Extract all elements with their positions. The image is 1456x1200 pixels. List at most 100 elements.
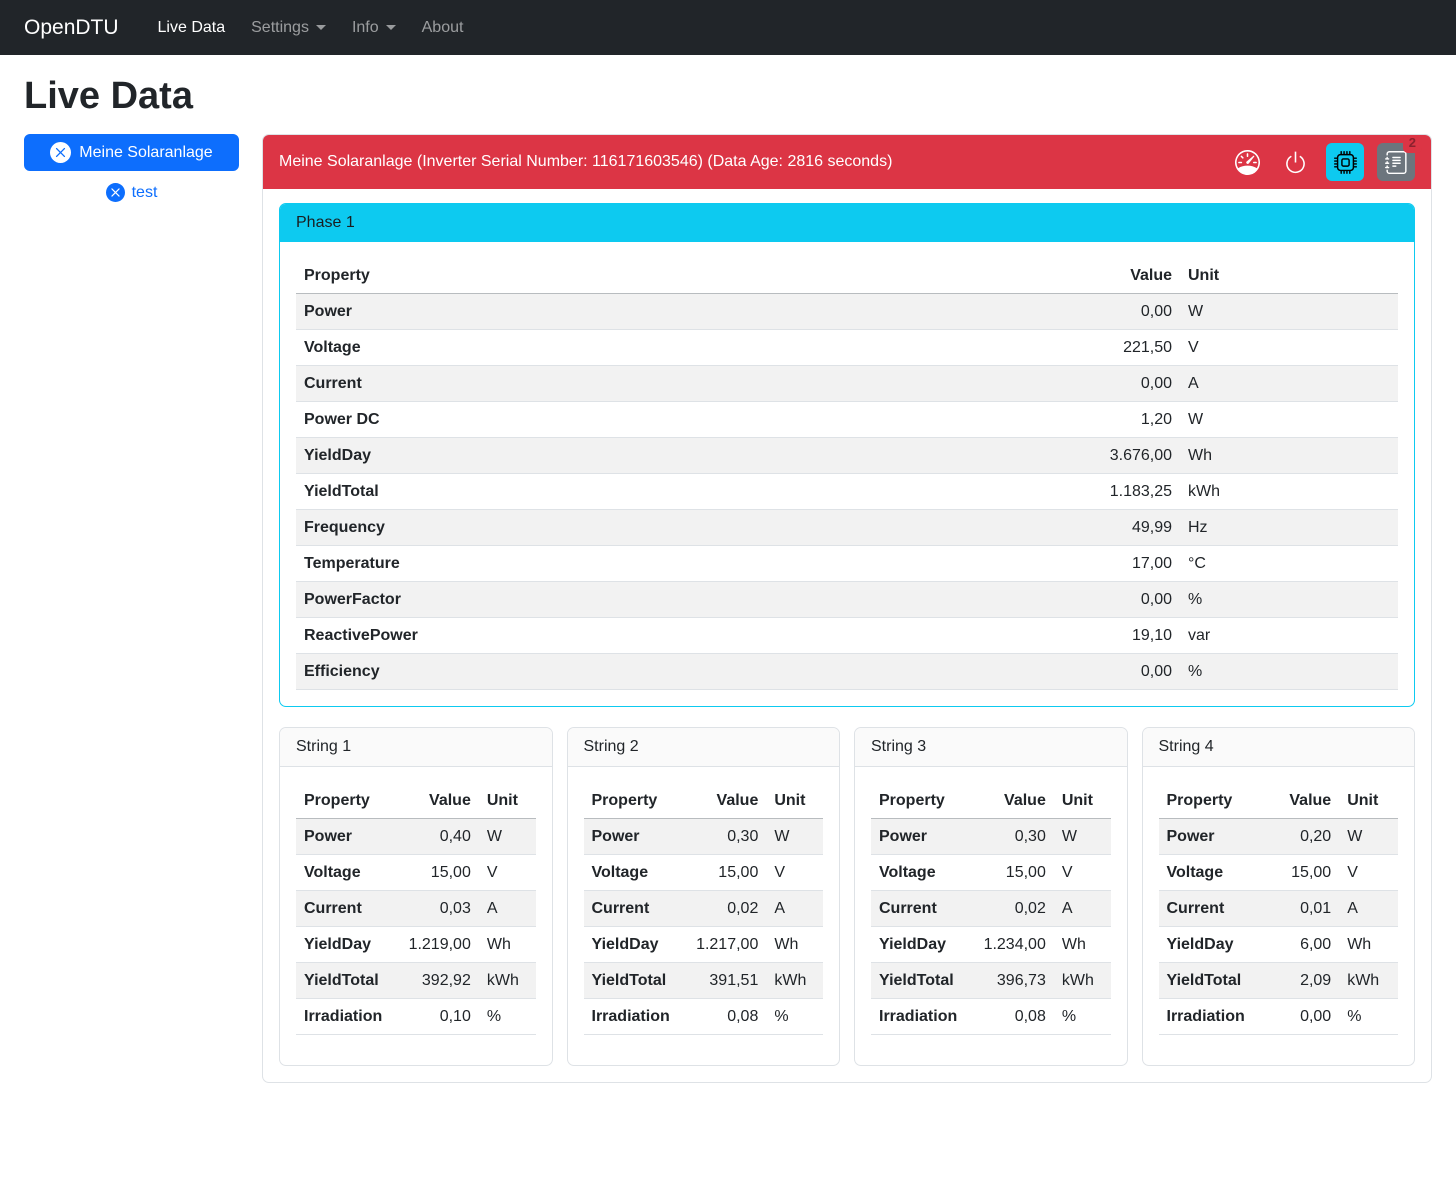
unit-cell: Wh (766, 926, 823, 963)
value-cell: 0,03 (390, 890, 479, 927)
column-header: Property (296, 783, 391, 819)
table-row: Voltage 15,00 V (871, 854, 1111, 891)
column-header: Unit (1339, 783, 1398, 819)
event-log-button[interactable]: 2 (1377, 135, 1422, 181)
brand-opendtu[interactable]: OpenDTU (24, 15, 119, 39)
value-cell: 15,00 (677, 854, 767, 891)
nav-item-label: About (421, 18, 464, 36)
table-row: Temperature 17,00 °C (296, 545, 1398, 582)
power-icon (1283, 150, 1308, 175)
table-row: Power 0,30 W (871, 818, 1111, 855)
table-row: Current 0,00 A (296, 365, 1398, 402)
property-cell: Current (1158, 890, 1253, 927)
unit-cell: Wh (478, 926, 536, 963)
table-row: YieldTotal 2,09 kWh (1158, 962, 1398, 999)
value-cell: 221,50 (847, 329, 1180, 366)
nav-item-label: Info (351, 18, 379, 36)
value-cell: 1.183,25 (847, 473, 1180, 510)
string-card-header: String 2 (567, 728, 839, 767)
table-row: Current 0,02 A (583, 890, 823, 927)
value-cell: 49,99 (847, 509, 1180, 546)
unit-cell: % (1339, 998, 1398, 1035)
inverter-header-actions: 2 (1230, 135, 1422, 181)
inverter-card: Meine Solaranlage (Inverter Serial Numbe… (262, 134, 1432, 1083)
value-cell: 0,40 (390, 818, 479, 855)
phase-card-header: Phase 1 (280, 204, 1414, 242)
property-cell: Power (296, 293, 848, 330)
value-cell: 15,00 (390, 854, 479, 891)
property-cell: ReactivePower (296, 617, 848, 654)
nav-item-info[interactable]: Info (339, 11, 409, 45)
property-cell: Power (871, 818, 966, 855)
string-1-table: Property Value Unit Power 0,40 W Voltage 15,00 V… (296, 783, 536, 1035)
unit-cell: A (1053, 890, 1111, 927)
property-cell: YieldDay (1158, 926, 1253, 963)
table-row: YieldDay 3.676,00 Wh (296, 437, 1398, 474)
journal-text-icon (1384, 150, 1408, 174)
unit-cell: W (1180, 293, 1398, 330)
unit-cell: kWh (1339, 962, 1398, 999)
property-cell: Power DC (296, 401, 848, 438)
property-cell: Voltage (871, 854, 966, 891)
property-cell: Voltage (1158, 854, 1253, 891)
value-cell: 0,01 (1252, 890, 1340, 927)
table-row: Voltage 15,00 V (296, 854, 536, 891)
column-header: Unit (1053, 783, 1111, 819)
unit-cell: Wh (1339, 926, 1398, 963)
property-cell: Current (296, 365, 848, 402)
speedometer-icon (1235, 149, 1260, 175)
value-cell: 0,20 (1252, 818, 1340, 855)
strings-row: String 1 Property Value Unit Power 0,40 W Volt… (279, 727, 1415, 1066)
property-cell: YieldTotal (296, 962, 391, 999)
table-row: Voltage 221,50 V (296, 329, 1398, 366)
table-header-row: Property Value Unit (1158, 783, 1398, 819)
limit-settings-button[interactable] (1230, 149, 1265, 175)
value-cell: 1.234,00 (965, 926, 1054, 963)
column-header: Value (677, 783, 767, 819)
table-header-row: Property Value Unit (871, 783, 1111, 819)
string-2-table: Property Value Unit Power 0,30 W Voltage 15,00 V… (583, 783, 823, 1035)
column-header: Value (390, 783, 479, 819)
power-toggle-button[interactable] (1278, 150, 1313, 175)
column-header: Property (583, 783, 678, 819)
unit-cell: % (1180, 653, 1398, 690)
value-cell: 0,30 (677, 818, 767, 855)
navbar: OpenDTU Live Data Settings Info About (0, 0, 1456, 55)
string-card-header: String 3 (855, 728, 1127, 767)
unit-cell: W (1180, 401, 1398, 438)
inverter-select-button[interactable]: Meine Solaranlage (24, 134, 239, 171)
property-cell: Irradiation (296, 998, 391, 1035)
value-cell: 15,00 (965, 854, 1054, 891)
property-cell: YieldTotal (583, 962, 678, 999)
unit-cell: Wh (1053, 926, 1111, 963)
property-cell: YieldDay (583, 926, 678, 963)
unit-cell: A (1339, 890, 1398, 927)
property-cell: Irradiation (1158, 998, 1253, 1035)
nav-item-about[interactable]: About (409, 11, 477, 45)
nav-item-label: Live Data (157, 18, 226, 36)
unit-cell: W (478, 818, 536, 855)
nav-item-settings[interactable]: Settings (238, 11, 339, 45)
string-card-header: String 4 (1142, 728, 1414, 767)
property-cell: YieldTotal (871, 962, 966, 999)
nav-item-live-data[interactable]: Live Data (145, 11, 239, 45)
string-card-header: String 1 (280, 728, 552, 767)
value-cell: 0,30 (965, 818, 1054, 855)
column-header: Property (1158, 783, 1253, 819)
table-row: Efficiency 0,00% (296, 653, 1398, 690)
phase-table: Property Value Unit Power 0,00 W Voltage 221,50… (296, 258, 1398, 690)
value-cell: 0,02 (965, 890, 1054, 927)
value-cell: 19,10 (847, 617, 1180, 654)
property-cell: Frequency (296, 509, 848, 546)
table-row: ReactivePower 19,10 var (296, 617, 1398, 654)
string-card: String 3 Property Value Unit Power 0,30 W Volt… (854, 727, 1128, 1066)
property-cell: Power (1158, 818, 1253, 855)
unit-cell: Wh (1180, 437, 1398, 474)
x-circle-icon (105, 183, 125, 202)
device-info-button[interactable] (1326, 143, 1364, 181)
table-row: YieldDay 6,00 Wh (1158, 926, 1398, 963)
value-cell: 1,20 (847, 401, 1180, 438)
unit-cell: kWh (478, 962, 536, 999)
property-cell: PowerFactor (296, 581, 848, 618)
test-inverter-link[interactable]: test (105, 183, 157, 202)
